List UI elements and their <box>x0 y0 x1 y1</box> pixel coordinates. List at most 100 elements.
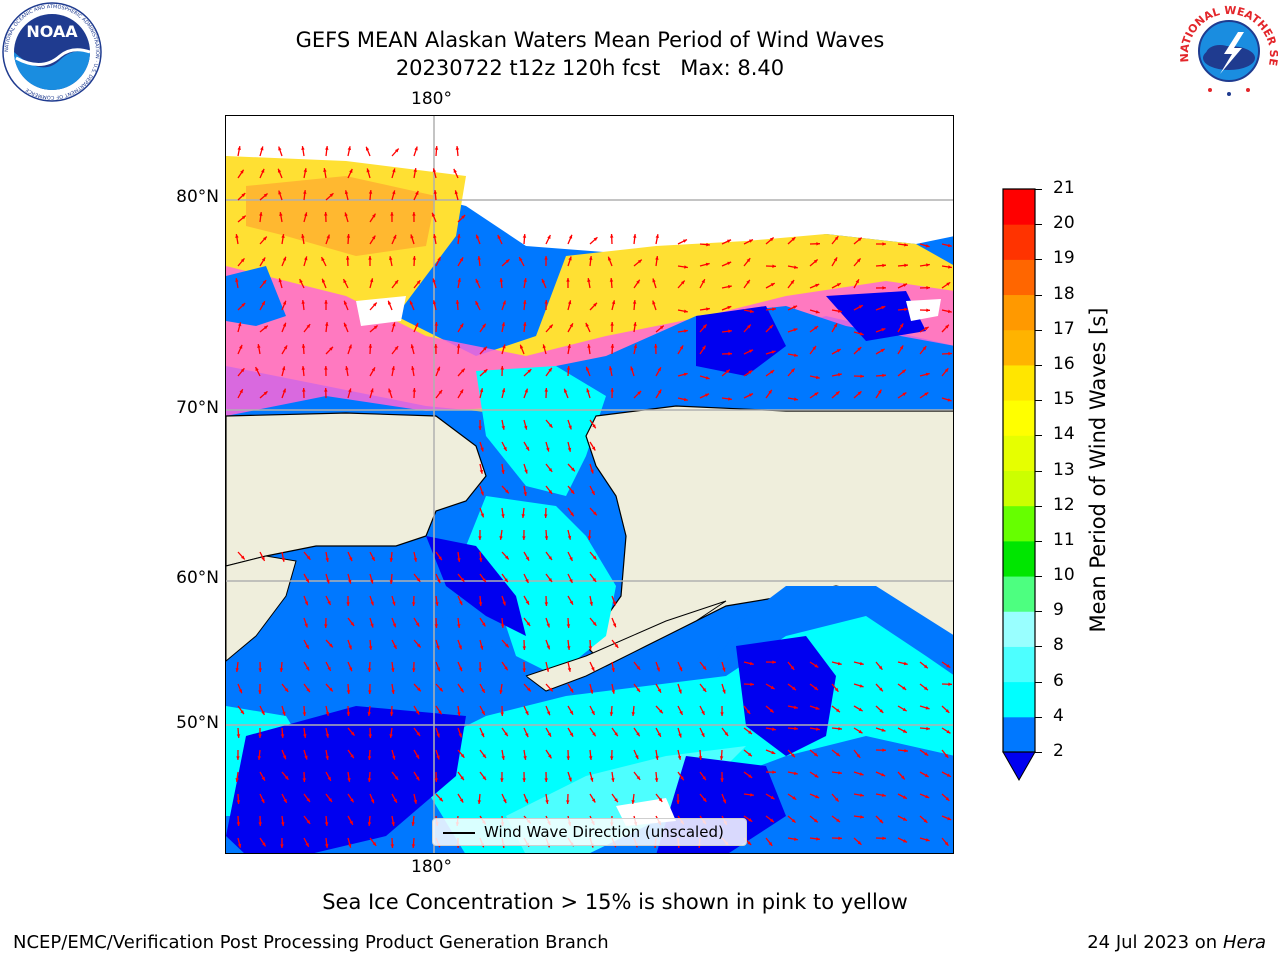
wind-wave-arrowhead <box>263 391 268 396</box>
wind-wave-arrowhead <box>904 748 908 753</box>
colorbar-tick <box>1035 364 1042 366</box>
wind-wave-arrowhead <box>833 323 838 328</box>
wind-wave-arrowhead <box>499 536 503 540</box>
colorbar-band <box>1003 189 1035 225</box>
wind-wave-arrowhead <box>458 733 462 738</box>
wind-wave-arrowhead <box>348 645 352 650</box>
colorbar-tick-label: 16 <box>1053 353 1075 374</box>
wind-wave-arrowhead <box>479 469 484 474</box>
wind-wave-arrowhead <box>546 711 551 716</box>
wind-wave-arrowhead <box>344 190 349 195</box>
wind-wave-arrowhead <box>432 168 437 173</box>
wind-wave-arrowhead <box>278 146 282 151</box>
wind-wave-arrowhead <box>389 734 393 738</box>
wind-wave-arrowhead <box>790 280 795 284</box>
wind-wave-arrowhead <box>545 800 549 804</box>
wind-wave-arrowhead <box>525 446 530 451</box>
wind-wave-arrowhead <box>324 822 329 826</box>
wind-wave-arrowhead <box>858 729 863 734</box>
wind-wave-arrowhead <box>324 388 328 392</box>
wind-wave-arrowhead <box>240 169 244 174</box>
wind-wave-arrowhead <box>258 690 262 694</box>
wind-wave-arrowhead <box>436 366 440 371</box>
wind-wave-arrowhead <box>769 708 774 713</box>
wind-wave-arrowhead <box>369 278 374 283</box>
wind-wave-arrowhead <box>329 687 333 692</box>
wind-wave-arrowhead <box>239 344 243 349</box>
wind-wave-arrowhead <box>701 279 705 284</box>
graticule <box>226 116 953 853</box>
wind-wave-arrowhead <box>343 322 348 327</box>
svg-text:NOAA: NOAA <box>26 22 78 41</box>
wind-wave-arrowhead <box>522 646 527 650</box>
wind-wave-arrows <box>235 145 953 849</box>
wind-wave-arrowhead <box>239 389 243 394</box>
wind-wave-arrowhead <box>282 755 287 760</box>
wind-wave-arrowhead <box>304 601 308 606</box>
wind-wave-arrowhead <box>608 256 612 261</box>
wind-wave-arrowhead <box>860 374 864 378</box>
wind-wave-arrowhead <box>944 753 949 758</box>
wind-wave-arrowhead <box>636 775 641 780</box>
wind-wave-arrowhead <box>302 388 306 392</box>
wind-wave-arrowhead <box>944 841 949 846</box>
ocean-deep-bering <box>426 536 526 636</box>
wind-wave-arrowhead <box>683 309 688 313</box>
wind-wave-arrowhead <box>769 324 774 329</box>
wind-wave-arrowhead <box>655 234 659 239</box>
footer-credit: NCEP/EMC/Verification Post Processing Pr… <box>13 932 609 953</box>
colorbar-tick-label: 6 <box>1053 670 1064 691</box>
wind-wave-arrowhead <box>238 689 243 694</box>
lon-label-top: 180° <box>411 89 452 109</box>
wind-wave-arrowhead <box>391 821 395 826</box>
wind-wave-arrowhead <box>346 602 350 606</box>
wind-wave-arrowhead <box>389 712 394 716</box>
wind-wave-arrowhead <box>768 389 772 394</box>
wind-wave-arrowhead <box>417 687 421 692</box>
wind-wave-arrowhead <box>834 797 839 802</box>
wind-wave-arrowhead <box>370 799 375 804</box>
wind-wave-arrowhead <box>437 257 441 262</box>
colorbar-extend-arrow <box>1002 751 1036 782</box>
wind-wave-arrowhead <box>481 710 485 715</box>
wind-wave-arrowhead <box>702 345 706 350</box>
wind-wave-arrowhead <box>526 622 531 626</box>
wind-wave-arrowhead <box>548 489 553 494</box>
wind-wave-arrowhead <box>610 344 615 348</box>
wind-wave-arrowhead <box>658 797 663 802</box>
ocean-chukchi <box>476 366 606 496</box>
wind-wave-arrowhead <box>902 817 907 821</box>
wind-wave-arrowhead <box>706 242 710 247</box>
wind-wave-arrowhead <box>522 668 526 672</box>
wind-wave-arrowhead <box>814 392 819 396</box>
wind-wave-arrowhead <box>237 322 242 327</box>
wind-wave-arrowhead <box>684 265 688 269</box>
wind-wave-arrowhead <box>457 234 461 238</box>
wind-wave-arrowhead <box>592 555 597 560</box>
wind-wave-arrowhead <box>702 687 707 692</box>
wind-wave-arrowhead <box>770 370 775 374</box>
wind-wave-arrowhead <box>746 709 751 714</box>
wind-wave-arrowhead <box>502 601 506 606</box>
wind-wave-arrowhead <box>855 279 859 284</box>
wind-wave-arrowhead <box>769 818 774 823</box>
wind-wave-arrowhead <box>523 300 527 304</box>
map-panel <box>225 115 954 854</box>
wind-wave-arrowhead <box>304 212 308 217</box>
wind-wave-arrowhead <box>416 732 421 736</box>
wind-wave-arrowhead <box>567 447 572 452</box>
wind-wave-arrowhead <box>392 755 396 760</box>
wind-wave-arrowhead <box>394 775 399 780</box>
wind-wave-arrowhead <box>348 557 353 562</box>
wind-wave-arrowhead <box>750 682 754 687</box>
wind-wave-arrowhead <box>304 755 308 760</box>
wind-wave-arrowhead <box>303 190 307 194</box>
wind-wave-arrowhead <box>326 234 330 239</box>
colorbar-tick-label: 14 <box>1053 424 1075 445</box>
wind-wave-arrowhead <box>793 328 798 332</box>
wind-wave-arrowhead <box>459 389 464 394</box>
wind-wave-arrowhead <box>459 601 463 606</box>
wind-wave-arrowhead <box>589 601 593 606</box>
colorbar-tick <box>1035 611 1042 613</box>
wind-wave-arrowhead <box>701 733 705 738</box>
